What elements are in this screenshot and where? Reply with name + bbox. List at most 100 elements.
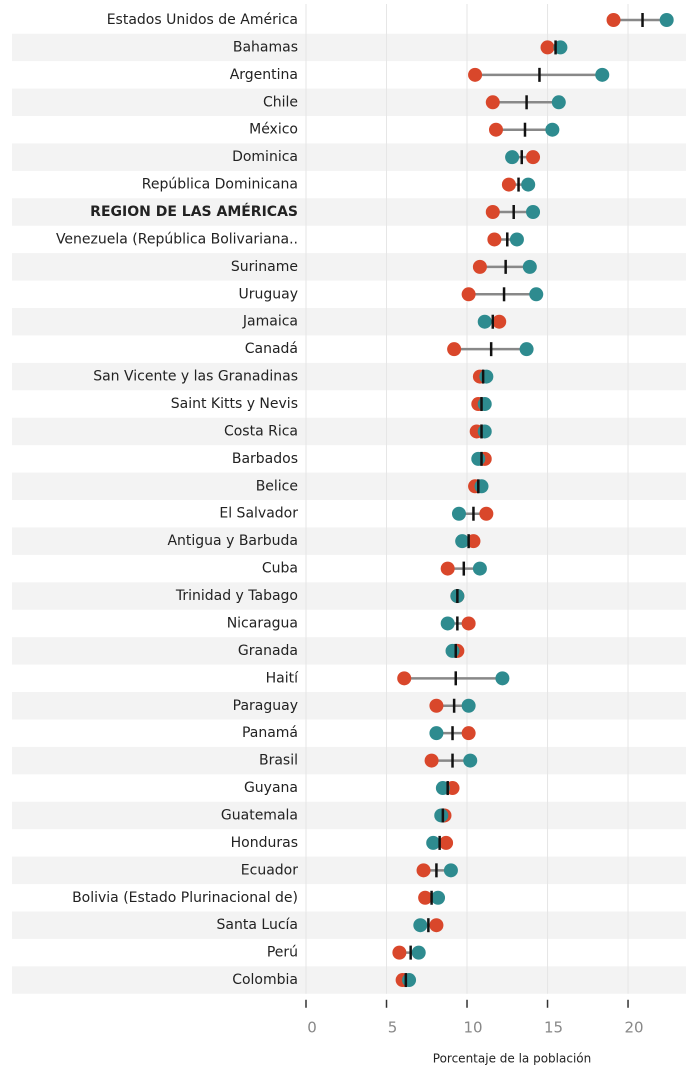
row-band bbox=[12, 527, 686, 555]
row-band bbox=[12, 856, 686, 885]
y-tick-label: Paraguay bbox=[233, 698, 298, 714]
dot bbox=[445, 643, 460, 658]
dot bbox=[431, 890, 446, 905]
x-tick-label: 5 bbox=[388, 1018, 398, 1036]
row-band bbox=[12, 801, 686, 830]
dot bbox=[445, 781, 460, 796]
row-band bbox=[12, 308, 686, 336]
dot bbox=[451, 506, 466, 521]
y-tick-label: Barbados bbox=[232, 451, 298, 467]
y-tick-label: Granada bbox=[238, 643, 298, 659]
y-tick-label: Perú bbox=[267, 945, 298, 961]
y-tick-label: Bahamas bbox=[233, 39, 298, 55]
y-tick-label: Argentina bbox=[230, 67, 298, 83]
y-tick-label: Chile bbox=[263, 94, 298, 110]
y-tick-label: Colombia bbox=[232, 972, 298, 988]
row-band bbox=[12, 692, 686, 720]
dot bbox=[477, 397, 492, 412]
x-tick-label: 15 bbox=[544, 1018, 563, 1036]
y-tick-label: Bolivia (Estado Plurinacional de) bbox=[72, 890, 298, 906]
dot bbox=[440, 616, 455, 631]
dot bbox=[509, 232, 524, 247]
dot bbox=[526, 150, 541, 165]
y-tick-label: Panamá bbox=[242, 725, 298, 741]
y-tick-label: Guyana bbox=[244, 780, 298, 796]
dot bbox=[472, 259, 487, 274]
dot bbox=[526, 205, 541, 220]
x-axis-label: Porcentaje de la población bbox=[433, 1052, 591, 1066]
y-tick-label: Saint Kitts y Nevis bbox=[171, 396, 298, 412]
dot bbox=[471, 451, 486, 466]
dot bbox=[501, 177, 516, 192]
dot bbox=[429, 698, 444, 713]
dot bbox=[489, 122, 503, 137]
y-tick-label: República Dominicana bbox=[142, 177, 298, 193]
row-band bbox=[12, 966, 686, 994]
y-tick-label: Dominica bbox=[232, 149, 298, 165]
dot bbox=[434, 808, 449, 823]
dot bbox=[477, 314, 492, 329]
x-tick-label: 0 bbox=[307, 1018, 317, 1036]
row-band bbox=[12, 88, 686, 117]
dot bbox=[521, 177, 536, 192]
y-tick-label: Canadá bbox=[245, 341, 298, 357]
dot bbox=[529, 287, 544, 302]
y-tick-label: Suriname bbox=[231, 259, 298, 275]
dot bbox=[443, 863, 458, 878]
dot bbox=[472, 561, 487, 576]
dot bbox=[418, 890, 433, 905]
y-tick-label: REGION DE LAS AMÉRICAS bbox=[90, 203, 298, 220]
dot bbox=[495, 671, 510, 686]
y-tick-label: Jamaica bbox=[242, 314, 298, 330]
dot bbox=[439, 835, 454, 850]
y-tick-label: Ecuador bbox=[241, 862, 298, 878]
dot bbox=[540, 40, 555, 55]
y-tick-label: Belice bbox=[256, 478, 298, 494]
x-tick-label: 20 bbox=[624, 1018, 643, 1036]
dot bbox=[413, 918, 428, 933]
dot bbox=[461, 616, 476, 631]
y-tick-label: Guatemala bbox=[221, 807, 298, 823]
dot bbox=[485, 95, 500, 110]
dot bbox=[477, 424, 492, 439]
y-tick-label: Costa Rica bbox=[224, 423, 298, 439]
y-tick-label: Haití bbox=[266, 670, 299, 686]
dot bbox=[595, 67, 610, 82]
dot bbox=[429, 918, 444, 933]
row-band bbox=[12, 253, 686, 281]
y-tick-label: San Vicente y las Granadinas bbox=[93, 369, 298, 385]
dot bbox=[424, 753, 439, 768]
row-band bbox=[12, 143, 686, 171]
row-band bbox=[12, 472, 686, 501]
dot bbox=[474, 479, 489, 494]
dot bbox=[392, 945, 407, 960]
row-band bbox=[12, 911, 686, 939]
row-band bbox=[12, 417, 686, 446]
dot bbox=[397, 671, 412, 686]
dot bbox=[402, 973, 417, 988]
row-band bbox=[12, 746, 686, 775]
dot bbox=[411, 945, 426, 960]
dot bbox=[455, 534, 470, 549]
dot bbox=[461, 726, 476, 741]
y-tick-label: Honduras bbox=[231, 835, 298, 851]
x-tick-label: 10 bbox=[463, 1018, 482, 1036]
y-tick-label: Brasil bbox=[259, 753, 298, 769]
row-band bbox=[12, 198, 686, 226]
dot bbox=[545, 122, 560, 137]
dot bbox=[447, 342, 462, 357]
dot bbox=[468, 67, 483, 82]
dot bbox=[461, 698, 476, 713]
dot bbox=[416, 863, 431, 878]
dot bbox=[440, 561, 455, 576]
dot bbox=[463, 753, 478, 768]
y-tick-label: México bbox=[249, 122, 298, 138]
row-band bbox=[12, 582, 686, 610]
dot bbox=[429, 726, 444, 741]
row-band bbox=[12, 33, 686, 62]
y-tick-label: Estados Unidos de América bbox=[107, 12, 298, 28]
row-backgrounds bbox=[12, 33, 686, 994]
y-tick-label: Antigua y Barbuda bbox=[167, 533, 298, 549]
dot bbox=[461, 287, 476, 302]
